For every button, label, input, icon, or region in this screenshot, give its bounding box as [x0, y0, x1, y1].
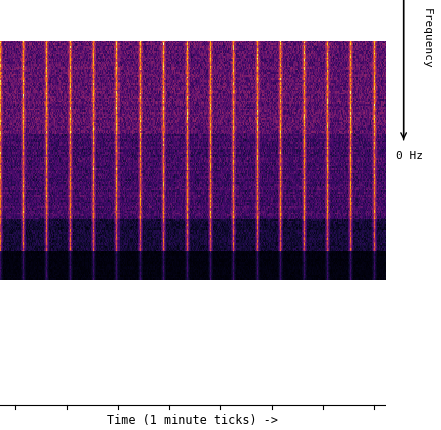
Text: 3 C5:50:24 -: 3 C5:50:24 - [218, 364, 223, 406]
Text: 3 C5:52:24 -: 3 C5:52:24 - [116, 364, 120, 406]
Text: 3 C5:54:25 -: 3 C5:54:25 - [13, 364, 18, 406]
Text: 0 Hz: 0 Hz [396, 150, 423, 160]
Text: 3 C5:48:24 -: 3 C5:48:24 - [321, 364, 325, 406]
Text: 3 C5:51:25 -: 3 C5:51:25 - [167, 364, 172, 406]
Text: Frequency: Frequency [422, 8, 432, 69]
Text: 3 C5:53:25 -: 3 C5:53:25 - [64, 364, 69, 406]
Text: Time (1 minute ticks) ->: Time (1 minute ticks) -> [108, 413, 278, 426]
Text: 3 C5:49:25 -: 3 C5:49:25 - [269, 364, 274, 406]
Text: 3 C5:47:25 -: 3 C5:47:25 - [372, 364, 377, 406]
